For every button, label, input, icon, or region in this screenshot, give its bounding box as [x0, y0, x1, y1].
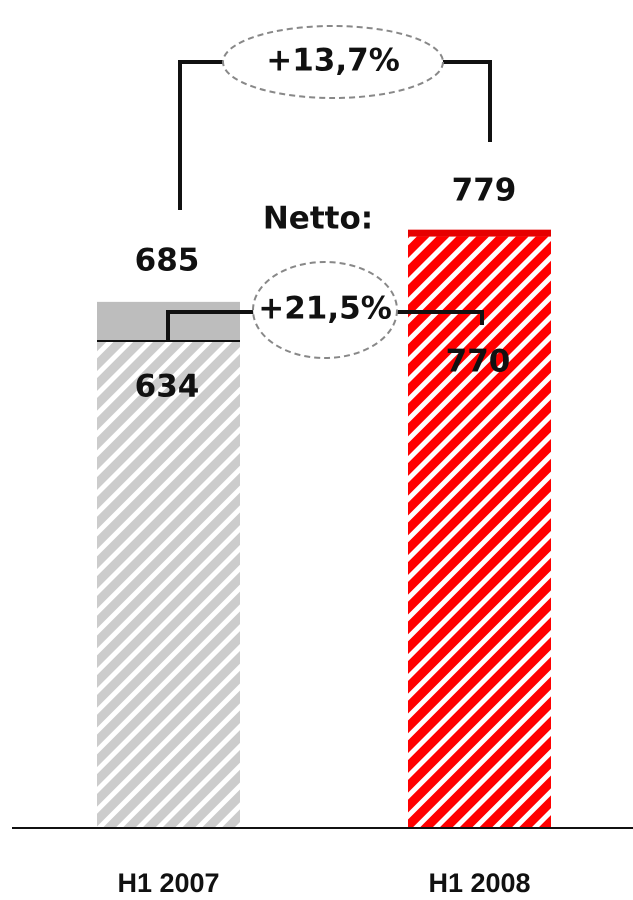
- callout: [252, 261, 398, 359]
- bar-segment: [97, 341, 240, 828]
- annotation: +13,7%: [266, 43, 400, 79]
- x-tick-label: H1 2008: [428, 868, 530, 898]
- total-label: 779: [452, 173, 517, 209]
- bars: [97, 229, 551, 829]
- total-label: 685: [135, 243, 200, 279]
- annotation: +21,5%: [258, 291, 392, 327]
- bar-segment: [408, 229, 551, 237]
- annotation: Netto:: [263, 201, 373, 237]
- callout: [222, 25, 444, 99]
- x-tick-label: H1 2007: [117, 868, 219, 898]
- data-label: 770: [446, 344, 511, 380]
- bar-segment: [408, 236, 551, 829]
- data-label: 634: [135, 369, 200, 405]
